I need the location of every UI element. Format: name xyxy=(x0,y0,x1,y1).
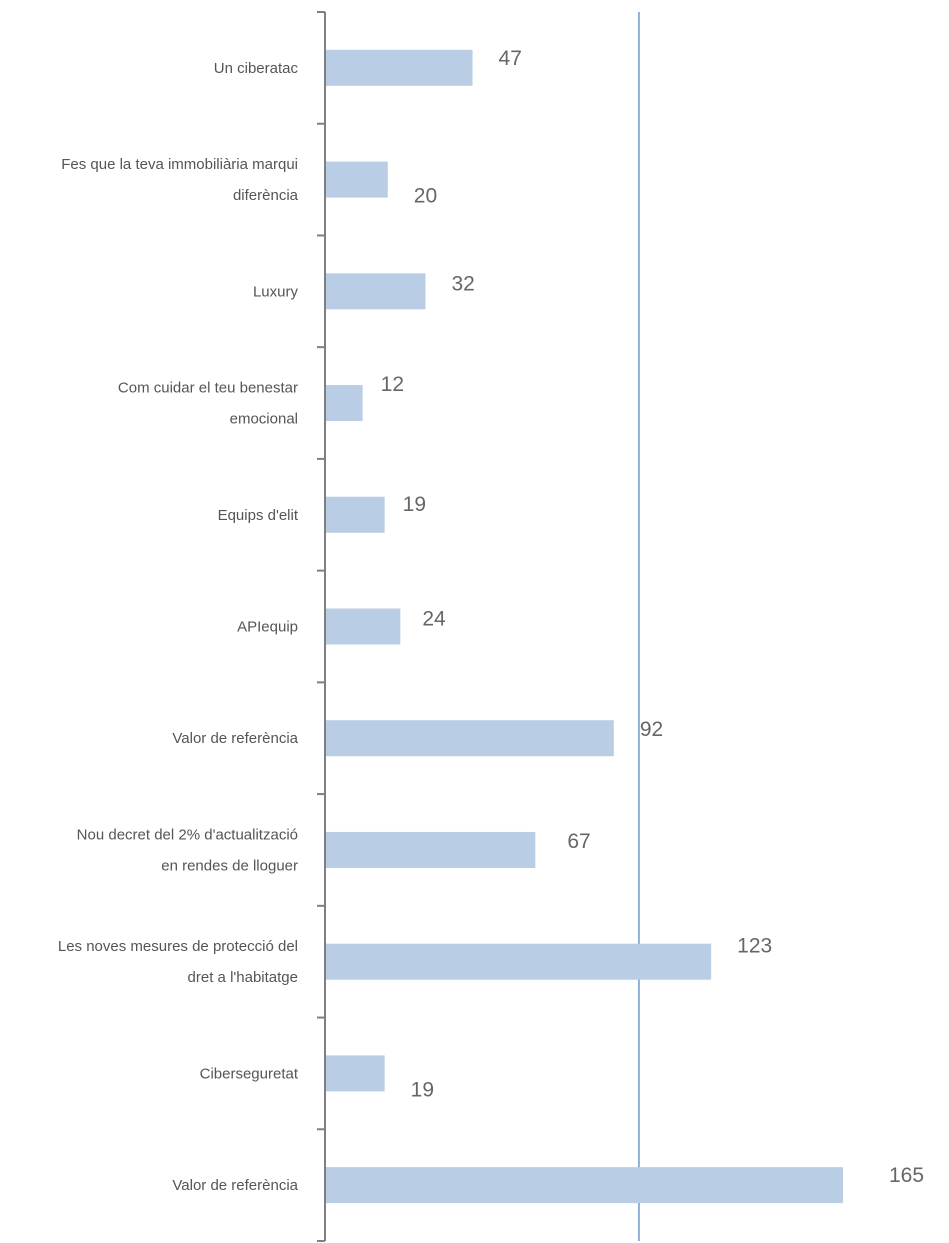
bar xyxy=(326,943,712,980)
category-label: Ciberseguretat xyxy=(200,1065,299,1082)
category-label: Valor de referència xyxy=(172,730,298,747)
bar xyxy=(326,49,473,86)
category-label: Un ciberatac xyxy=(214,60,299,77)
category-label-line: Ciberseguretat xyxy=(200,1065,299,1082)
data-label: 19 xyxy=(403,493,426,516)
category-label-line: Valor de referència xyxy=(172,1177,298,1194)
category-label: Equips d'elit xyxy=(218,507,299,524)
axis-layer xyxy=(317,11,326,1242)
bar xyxy=(326,161,388,198)
category-label-line: Equips d'elit xyxy=(218,507,299,524)
data-label: 67 xyxy=(567,830,590,853)
category-label-line: Com cuidar el teu benestar xyxy=(118,380,298,397)
bar xyxy=(326,831,536,868)
data-label: 92 xyxy=(640,718,663,741)
category-label-line: Fes que la teva immobiliària marqui xyxy=(61,156,298,173)
bar xyxy=(326,385,363,422)
bar xyxy=(326,496,385,533)
category-label-line: Un ciberatac xyxy=(214,60,299,77)
category-label: Luxury xyxy=(253,283,299,300)
category-label-line: Nou decret del 2% d'actualització xyxy=(77,826,298,843)
bar xyxy=(326,1167,843,1204)
data-label: 47 xyxy=(499,47,522,70)
category-label: Com cuidar el teu benestar emocional xyxy=(118,380,298,428)
data-label: 19 xyxy=(411,1078,434,1101)
category-label-line: Les noves mesures de protecció del xyxy=(58,938,298,955)
data-label: 123 xyxy=(737,935,772,958)
bar xyxy=(326,273,426,310)
data-label: 24 xyxy=(422,608,446,631)
data-label: 12 xyxy=(381,373,404,396)
bar xyxy=(326,1055,385,1092)
category-label-line: Luxury xyxy=(253,283,299,300)
data-label: 165 xyxy=(889,1164,924,1187)
category-label: Nou decret del 2% d'actualització en rend… xyxy=(77,826,298,874)
labels-layer: 47 Un ciberatac 20 Fes que la teva immobili… xyxy=(58,47,924,1194)
category-label-line: Valor de referència xyxy=(172,730,298,747)
data-label: 20 xyxy=(414,185,437,208)
bar xyxy=(326,608,401,645)
category-label-line: APIequip xyxy=(237,619,298,636)
category-label-line: dret a l'habitatge xyxy=(188,969,298,986)
data-label: 32 xyxy=(451,272,474,295)
category-label: APIequip xyxy=(237,619,298,636)
bar xyxy=(326,720,614,757)
category-label-line: diferència xyxy=(233,187,299,204)
category-label-line: en rendes de lloguer xyxy=(161,857,298,874)
category-label: Fes que la teva immobiliària marqui difer… xyxy=(61,156,298,204)
category-label-line: emocional xyxy=(230,411,298,428)
category-label: Valor de referència xyxy=(172,1177,298,1194)
category-label: Les noves mesures de protecció del dret a… xyxy=(58,938,298,986)
bars-layer xyxy=(326,49,843,1204)
